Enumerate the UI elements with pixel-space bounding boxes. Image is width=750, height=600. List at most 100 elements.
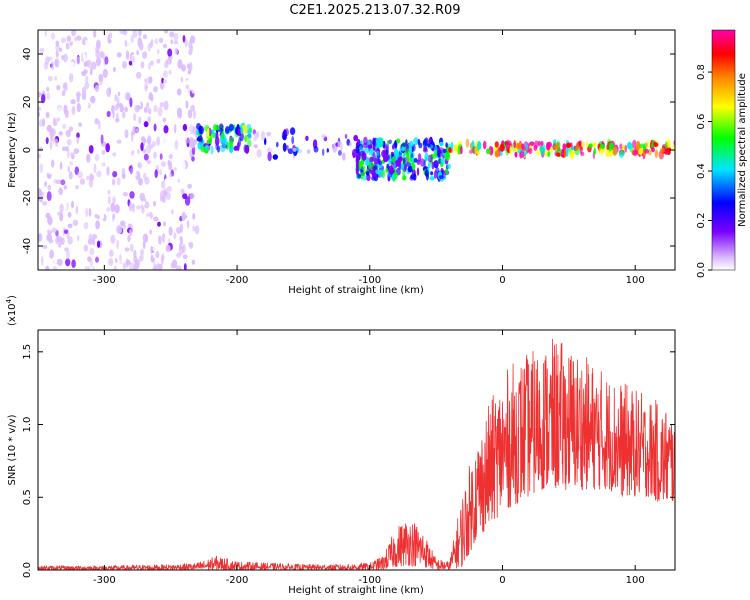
spectrogram-cell	[103, 30, 108, 39]
spectrogram-cell	[302, 73, 306, 81]
spectrogram-cell	[358, 160, 361, 171]
spectrogram-cell	[142, 233, 149, 243]
spectrogram-cell	[40, 255, 44, 266]
spectrogram-cell	[202, 202, 207, 208]
spectrogram-cell	[253, 36, 258, 41]
spectrogram-cell	[56, 85, 61, 91]
spectrogram-cell	[202, 115, 206, 123]
spectrogram-cell	[365, 171, 370, 176]
spectrogram-cell	[248, 87, 254, 93]
spectrogram-cell	[179, 242, 182, 250]
spectrogram-cell	[254, 109, 259, 120]
spectrogram-cell	[560, 149, 565, 157]
spectrogram-cell	[132, 202, 135, 213]
spectrogram-cell	[38, 153, 41, 158]
spectrogram-cell	[247, 198, 251, 205]
spectrogram-cell	[38, 147, 44, 152]
spectrogram-cell	[337, 140, 340, 148]
spectrogram-cell	[274, 64, 280, 71]
spectrogram-cell	[129, 97, 133, 108]
spectrogram-cell	[269, 217, 274, 226]
spectrogram-cell	[47, 216, 53, 226]
spectrogram-cell	[98, 73, 104, 82]
spectrogram-cell	[153, 200, 157, 207]
spectrogram-cell	[275, 258, 278, 268]
spectrogram-cell	[267, 257, 272, 267]
spectrogram-cell	[266, 62, 272, 72]
spectrogram-cell	[147, 107, 152, 115]
spectrogram-cell	[69, 161, 73, 166]
spectrogram-cell	[193, 110, 196, 119]
spectrogram-cell	[136, 66, 142, 71]
spectrogram-cell	[266, 147, 272, 154]
spectrogram-cell	[252, 176, 258, 184]
spectrogram-cell	[86, 154, 91, 163]
spectrogram-cell	[41, 94, 46, 104]
spectrogram-cell	[121, 111, 126, 119]
spectrogram-cell	[400, 146, 406, 152]
spectrogram-cell	[282, 224, 285, 234]
spectrogram-cell	[141, 197, 147, 203]
spectrogram-cell	[320, 101, 325, 107]
spectrogram-cell	[307, 226, 312, 236]
spectrogram-cell	[212, 118, 217, 124]
snr-y-label: SNR (10 * v/v)	[7, 414, 18, 485]
colorbar-tick-label: 0.0	[696, 262, 707, 278]
spectrogram-cell	[285, 238, 289, 247]
spectrogram-cell	[176, 252, 182, 258]
spectrogram-cell	[282, 51, 286, 58]
snr-x-tick-label: -100	[358, 575, 381, 586]
spectrogram-cell	[63, 229, 69, 235]
spectrogram-cell	[38, 234, 41, 242]
spectrogram-cell	[129, 228, 133, 237]
spectrogram-cell	[279, 35, 283, 43]
spectrogram-cell	[146, 216, 151, 224]
spectrogram-cell	[77, 171, 83, 179]
spectrogram-cell	[160, 254, 164, 265]
spectrogram-cell	[44, 30, 47, 37]
spectrogram-cell	[65, 146, 69, 152]
spectrogram-cell	[592, 142, 597, 147]
spectrogram-cell	[346, 138, 351, 146]
spectrogram-cell	[80, 65, 85, 72]
spectrogram-cell	[85, 75, 89, 84]
spectrogram-cell	[71, 165, 75, 172]
spectrogram-cell	[363, 136, 368, 146]
spectrogram-cell	[208, 127, 212, 137]
spectrogram-cell	[65, 42, 70, 50]
spectrogram-cell	[68, 126, 74, 132]
spectrogram-cell	[59, 161, 63, 170]
spectrogram-cell	[246, 94, 251, 105]
spectrogram-cell	[84, 101, 89, 109]
spectrogram-cell	[632, 139, 637, 149]
spectrogram-cell	[125, 258, 129, 268]
spectrogram-cell	[159, 101, 164, 108]
spectrogram-cell	[201, 265, 204, 270]
spectrogram-cell	[282, 142, 287, 152]
spectrogram-cell	[329, 181, 335, 191]
spectrogram-cell	[211, 43, 216, 53]
spectrogram-cell	[436, 149, 443, 159]
spectrogram-cell	[54, 57, 60, 68]
spectrogram-cell	[110, 234, 116, 244]
spectrogram-cell	[52, 266, 58, 270]
spectrogram-cell	[439, 141, 444, 147]
spectrogram-y-tick-label: 40	[22, 48, 33, 61]
spectrogram-cell	[337, 254, 343, 261]
spectrogram-cell	[116, 177, 121, 186]
spectrogram-cell	[87, 59, 92, 69]
spectrogram-cell	[67, 211, 72, 218]
spectrogram-cell	[260, 40, 264, 49]
spectrogram-cell	[76, 132, 80, 139]
spectrogram-cell	[267, 191, 273, 198]
spectrogram-cell	[59, 212, 64, 222]
spectrogram-cell	[259, 180, 264, 190]
spectrogram-cell	[129, 202, 133, 212]
spectrogram-cell	[435, 159, 438, 168]
spectrogram-cell	[191, 84, 197, 94]
spectrogram-cell	[305, 135, 309, 141]
spectrogram-cell	[469, 149, 473, 154]
spectrogram-cell	[315, 191, 320, 202]
spectrogram-cell	[174, 123, 177, 134]
spectrogram-cell	[197, 256, 203, 263]
